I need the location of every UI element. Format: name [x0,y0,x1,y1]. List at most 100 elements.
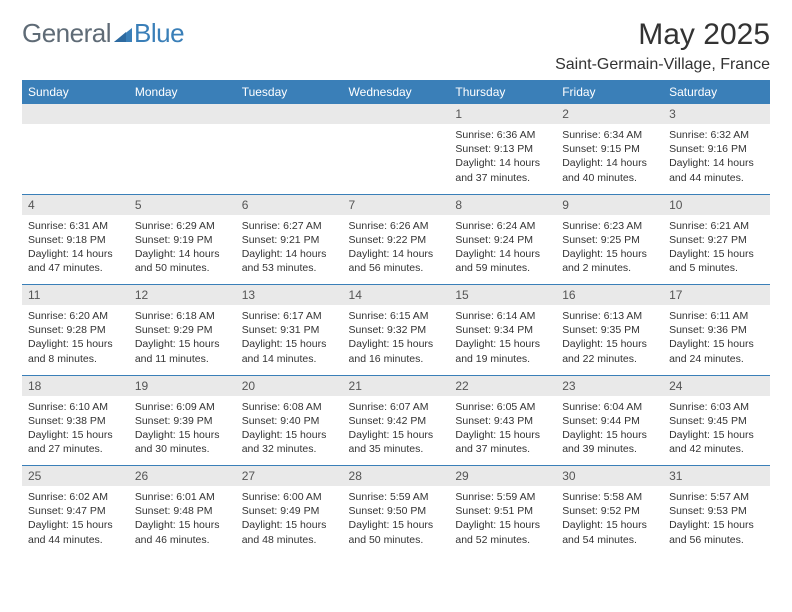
day-number-cell [343,104,450,124]
daylight-text: Daylight: 15 hours and 22 minutes. [562,337,657,365]
weekday-header: Sunday [22,80,129,104]
sunrise-text: Sunrise: 6:11 AM [669,309,764,323]
daylight-text: Daylight: 15 hours and 52 minutes. [455,518,550,546]
daylight-text: Daylight: 15 hours and 39 minutes. [562,428,657,456]
daylight-text: Daylight: 15 hours and 5 minutes. [669,247,764,275]
daylight-text: Daylight: 15 hours and 14 minutes. [242,337,337,365]
sunset-text: Sunset: 9:50 PM [349,504,444,518]
sunset-text: Sunset: 9:34 PM [455,323,550,337]
logo: General Blue [22,18,184,49]
logo-triangle-icon [114,26,132,47]
daylight-text: Daylight: 14 hours and 53 minutes. [242,247,337,275]
sunset-text: Sunset: 9:22 PM [349,233,444,247]
daylight-text: Daylight: 15 hours and 16 minutes. [349,337,444,365]
day-number-cell: 18 [22,375,129,396]
day-number-cell: 27 [236,466,343,487]
sunset-text: Sunset: 9:47 PM [28,504,123,518]
sunset-text: Sunset: 9:36 PM [669,323,764,337]
day-number-cell: 8 [449,194,556,215]
daylight-text: Daylight: 15 hours and 30 minutes. [135,428,230,456]
daylight-text: Daylight: 15 hours and 8 minutes. [28,337,123,365]
sunrise-text: Sunrise: 6:18 AM [135,309,230,323]
weekday-header-row: SundayMondayTuesdayWednesdayThursdayFrid… [22,80,770,104]
sunrise-text: Sunrise: 6:13 AM [562,309,657,323]
day-number-cell: 9 [556,194,663,215]
daylight-text: Daylight: 15 hours and 56 minutes. [669,518,764,546]
day-number-cell: 10 [663,194,770,215]
day-content-cell: Sunrise: 5:59 AMSunset: 9:51 PMDaylight:… [449,486,556,556]
sunset-text: Sunset: 9:31 PM [242,323,337,337]
sunset-text: Sunset: 9:19 PM [135,233,230,247]
sunrise-text: Sunrise: 6:07 AM [349,400,444,414]
day-content-cell: Sunrise: 6:26 AMSunset: 9:22 PMDaylight:… [343,215,450,285]
day-number-cell: 23 [556,375,663,396]
weekday-header: Friday [556,80,663,104]
day-number-cell: 1 [449,104,556,124]
location: Saint-Germain-Village, France [555,56,770,74]
sunrise-text: Sunrise: 6:29 AM [135,219,230,233]
day-number-cell: 24 [663,375,770,396]
day-content-cell [129,124,236,194]
daylight-text: Daylight: 15 hours and 46 minutes. [135,518,230,546]
sunrise-text: Sunrise: 6:26 AM [349,219,444,233]
day-content-cell: Sunrise: 6:01 AMSunset: 9:48 PMDaylight:… [129,486,236,556]
day-number-cell: 16 [556,285,663,306]
day-number-row: 18192021222324 [22,375,770,396]
day-content-cell: Sunrise: 6:14 AMSunset: 9:34 PMDaylight:… [449,305,556,375]
sunrise-text: Sunrise: 6:32 AM [669,128,764,142]
sunset-text: Sunset: 9:13 PM [455,142,550,156]
sunset-text: Sunset: 9:27 PM [669,233,764,247]
day-number-cell: 15 [449,285,556,306]
day-number-cell: 26 [129,466,236,487]
weekday-header: Tuesday [236,80,343,104]
day-content-cell: Sunrise: 6:05 AMSunset: 9:43 PMDaylight:… [449,396,556,466]
day-content-cell: Sunrise: 6:29 AMSunset: 9:19 PMDaylight:… [129,215,236,285]
weekday-header: Saturday [663,80,770,104]
weekday-header: Wednesday [343,80,450,104]
sunset-text: Sunset: 9:40 PM [242,414,337,428]
sunset-text: Sunset: 9:24 PM [455,233,550,247]
sunset-text: Sunset: 9:49 PM [242,504,337,518]
day-content-cell [236,124,343,194]
day-content-cell: Sunrise: 6:31 AMSunset: 9:18 PMDaylight:… [22,215,129,285]
sunrise-text: Sunrise: 6:27 AM [242,219,337,233]
day-number-row: 11121314151617 [22,285,770,306]
month-title: May 2025 [555,18,770,52]
day-content-cell: Sunrise: 6:24 AMSunset: 9:24 PMDaylight:… [449,215,556,285]
day-number-cell: 30 [556,466,663,487]
day-content-cell: Sunrise: 6:21 AMSunset: 9:27 PMDaylight:… [663,215,770,285]
daylight-text: Daylight: 15 hours and 48 minutes. [242,518,337,546]
daylight-text: Daylight: 14 hours and 56 minutes. [349,247,444,275]
daylight-text: Daylight: 15 hours and 35 minutes. [349,428,444,456]
day-content-cell: Sunrise: 6:07 AMSunset: 9:42 PMDaylight:… [343,396,450,466]
sunset-text: Sunset: 9:44 PM [562,414,657,428]
daylight-text: Daylight: 15 hours and 24 minutes. [669,337,764,365]
day-number-cell: 14 [343,285,450,306]
day-content-cell: Sunrise: 6:08 AMSunset: 9:40 PMDaylight:… [236,396,343,466]
sunrise-text: Sunrise: 6:08 AM [242,400,337,414]
sunrise-text: Sunrise: 6:24 AM [455,219,550,233]
sunset-text: Sunset: 9:32 PM [349,323,444,337]
sunrise-text: Sunrise: 6:00 AM [242,490,337,504]
sunset-text: Sunset: 9:35 PM [562,323,657,337]
sunrise-text: Sunrise: 5:57 AM [669,490,764,504]
daylight-text: Daylight: 14 hours and 44 minutes. [669,156,764,184]
sunrise-text: Sunrise: 6:04 AM [562,400,657,414]
daylight-text: Daylight: 15 hours and 54 minutes. [562,518,657,546]
sunrise-text: Sunrise: 5:59 AM [455,490,550,504]
day-number-cell: 7 [343,194,450,215]
sunrise-text: Sunrise: 6:21 AM [669,219,764,233]
sunset-text: Sunset: 9:48 PM [135,504,230,518]
sunset-text: Sunset: 9:42 PM [349,414,444,428]
sunrise-text: Sunrise: 6:01 AM [135,490,230,504]
sunrise-text: Sunrise: 6:23 AM [562,219,657,233]
day-content-cell: Sunrise: 6:36 AMSunset: 9:13 PMDaylight:… [449,124,556,194]
weekday-header: Thursday [449,80,556,104]
logo-part1: General [22,18,111,49]
sunrise-text: Sunrise: 5:59 AM [349,490,444,504]
sunrise-text: Sunrise: 6:34 AM [562,128,657,142]
day-number-cell: 13 [236,285,343,306]
day-content-cell: Sunrise: 6:09 AMSunset: 9:39 PMDaylight:… [129,396,236,466]
day-number-cell [129,104,236,124]
sunrise-text: Sunrise: 6:10 AM [28,400,123,414]
